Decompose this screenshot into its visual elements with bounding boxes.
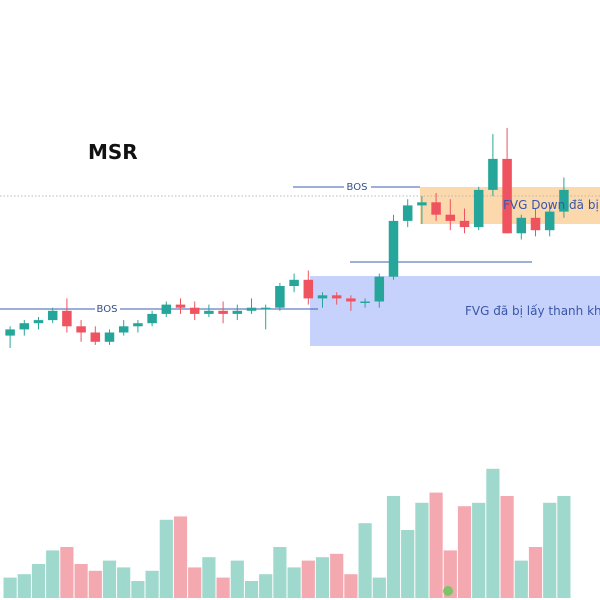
bos-lower-label: BOS [97, 304, 118, 315]
marker-badge-icon [443, 586, 453, 596]
candle-body [417, 202, 427, 206]
candle-body [459, 220, 470, 228]
candle-body [502, 158, 512, 234]
volume-bar [102, 560, 117, 598]
candle-body [90, 332, 101, 342]
volume-bar [202, 557, 216, 598]
candle-body [317, 295, 328, 299]
volume-bar [429, 492, 443, 598]
candle-body [246, 307, 257, 311]
volume-bar [344, 574, 358, 598]
volume-bar [543, 502, 557, 598]
candle-body [232, 310, 243, 314]
volume-bar [301, 560, 315, 598]
candle-body [374, 276, 385, 302]
volume-bar [358, 523, 372, 598]
candle-body [289, 279, 299, 286]
volume-bar [88, 570, 102, 598]
candle-body [388, 220, 399, 277]
volume-bar [31, 564, 46, 598]
candle-body [275, 286, 285, 308]
candle-body [218, 310, 228, 314]
candle-body [544, 211, 555, 231]
candle-body [62, 310, 72, 327]
candle-body [346, 298, 356, 302]
volume-bar [457, 506, 472, 598]
volume-bar [557, 496, 571, 598]
volume-bar [244, 581, 259, 598]
chart-title: MSR [88, 140, 138, 164]
candle-body [530, 217, 541, 231]
candle-body [161, 304, 172, 314]
volume-bar [273, 547, 287, 598]
candle-body [445, 214, 456, 221]
candle-body [19, 323, 30, 330]
candle-body [402, 205, 413, 221]
volume-bar [46, 550, 60, 598]
volume-bar [386, 496, 401, 598]
candle-body [303, 279, 314, 299]
candle-body [516, 217, 527, 234]
candle-body [76, 326, 86, 333]
volume-bar [159, 519, 173, 598]
volume-bar [500, 496, 514, 598]
candle-body [360, 301, 370, 303]
volume-bar [401, 530, 415, 598]
fvg-zone [310, 276, 600, 346]
volume-bar [330, 553, 344, 598]
volume-bar [74, 564, 88, 598]
candle-body [147, 313, 157, 324]
candle-body [488, 158, 498, 190]
candle-body [204, 310, 214, 314]
volume-bar [131, 581, 145, 598]
volume-bar [443, 550, 457, 598]
candle-body [189, 307, 200, 314]
candle-body [559, 189, 569, 212]
candle-body [133, 323, 143, 327]
fvg-down-label: FVG Down đã bị lấy [503, 198, 600, 212]
candle-body [104, 332, 115, 342]
volume-bar [315, 557, 330, 598]
volume-bar [188, 567, 202, 598]
candle-body [431, 202, 441, 215]
candle-body [473, 189, 484, 228]
volume-bar [17, 574, 31, 598]
candle-body [175, 304, 186, 308]
volume-bar [60, 547, 74, 598]
fvg-label: FVG đã bị lấy thanh khoản [465, 304, 600, 318]
candle-body [118, 326, 129, 333]
volume-bar [259, 574, 273, 598]
volume-bar [287, 567, 301, 598]
candle-body [47, 310, 58, 321]
candle-body [331, 295, 342, 299]
candle-body [33, 320, 44, 324]
volume-bar [415, 502, 429, 598]
volume-bar [372, 577, 386, 598]
volume-bar [230, 560, 244, 598]
volume-bar [528, 547, 543, 598]
candle-body [5, 329, 15, 336]
volume-bar [472, 502, 486, 598]
volume-bar [173, 516, 188, 598]
volume-bar [514, 560, 528, 598]
candle-body [260, 307, 271, 310]
bos-upper-label: BOS [347, 182, 368, 193]
volume-bar [117, 567, 131, 598]
volume-bar [3, 577, 17, 598]
volume-bar [216, 577, 230, 598]
volume-bar [145, 570, 159, 598]
volume-bar [486, 468, 500, 598]
